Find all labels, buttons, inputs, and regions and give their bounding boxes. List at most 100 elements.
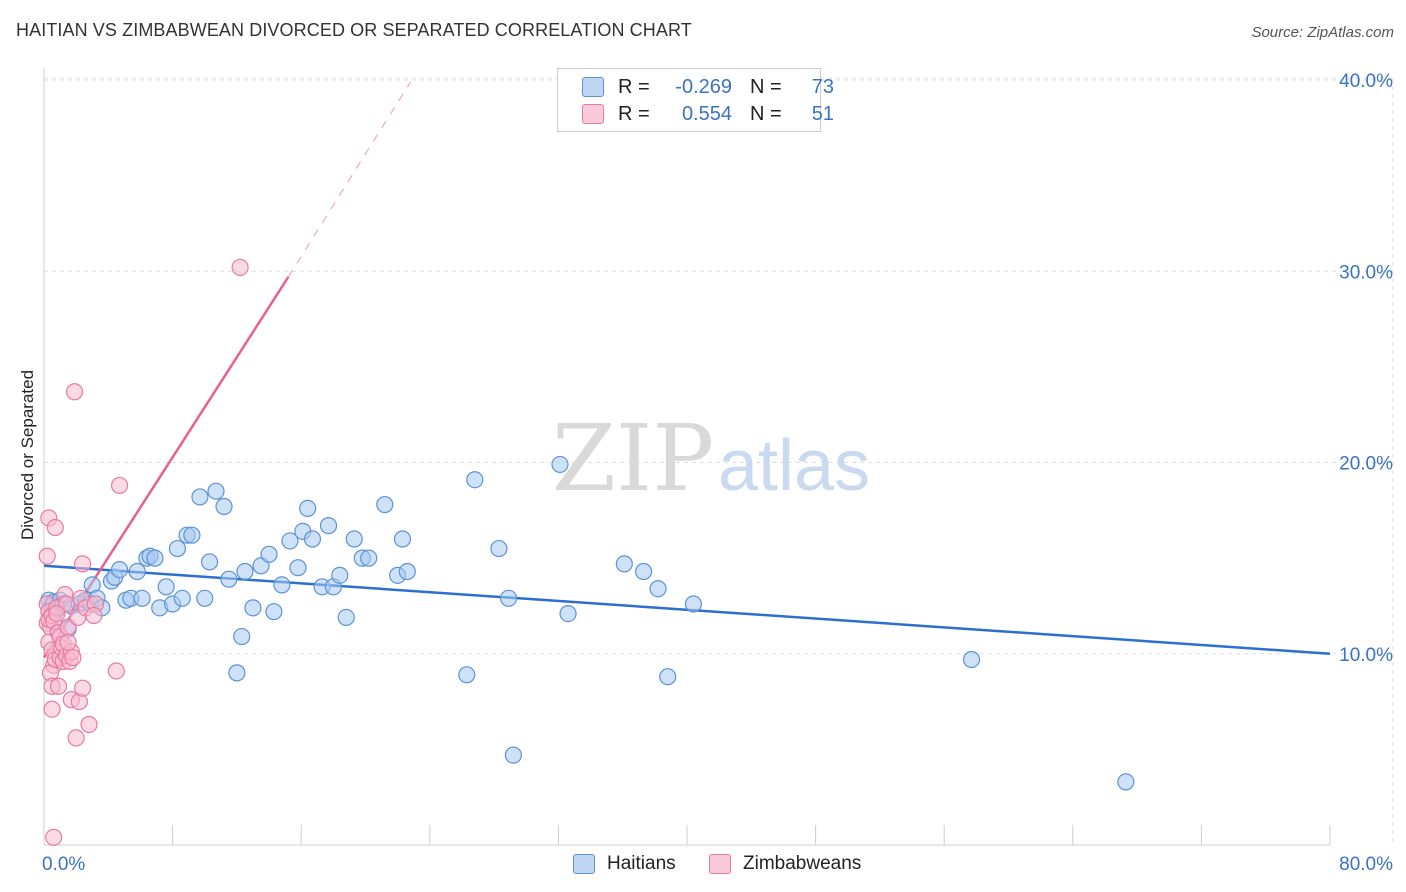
- zimbabwean-point: [85, 606, 103, 625]
- haitian-trend-line: [43, 564, 1331, 655]
- zimbabwean-point: [43, 700, 61, 718]
- y-axis-label: Divorced or Separated: [18, 370, 37, 540]
- haitian-point: [281, 532, 299, 550]
- haitian-point: [146, 549, 164, 567]
- y-tick-label: 40.0%: [1339, 71, 1393, 92]
- haitian-point: [207, 482, 225, 500]
- haitian-point: [345, 530, 363, 548]
- legend-r-label: R =: [618, 75, 650, 98]
- watermark: ZIP atlas: [552, 405, 870, 512]
- points-layer: [38, 258, 1135, 846]
- haitian-point: [962, 650, 981, 669]
- haitian-point: [303, 530, 322, 548]
- haitian-point: [265, 603, 283, 621]
- haitian-point: [200, 553, 219, 571]
- haitian-point: [157, 578, 175, 596]
- x-tick-label-min: 0.0%: [42, 854, 85, 875]
- zimbabwean-point: [38, 547, 56, 565]
- legend-label-haitians: Haitians: [607, 853, 676, 874]
- zimbabwean-point: [45, 828, 63, 846]
- haitian-point: [466, 471, 484, 489]
- haitian-point: [173, 589, 191, 607]
- y-tick-label: 30.0%: [1339, 262, 1393, 283]
- haitian-point: [233, 627, 251, 646]
- zimbabwean-point: [64, 648, 82, 667]
- haitian-point: [1117, 773, 1135, 791]
- y-tick-label: 20.0%: [1339, 454, 1393, 475]
- haitian-point: [684, 595, 703, 613]
- haitian-point: [490, 539, 508, 558]
- haitian-point: [499, 589, 518, 607]
- haitian-point: [559, 604, 577, 623]
- legend-row-haitians: R = -0.269 N = 73: [582, 75, 834, 99]
- haitian-point: [128, 562, 146, 581]
- haitian-point: [634, 562, 653, 581]
- y-tick-label: 10.0%: [1339, 645, 1393, 666]
- haitian-point: [319, 517, 338, 535]
- legend-row-zimbabweans: R = 0.554 N = 51: [582, 102, 834, 126]
- haitian-point: [196, 589, 214, 607]
- haitian-point: [393, 530, 412, 548]
- haitian-point: [228, 664, 246, 682]
- legend-n-label: N =: [750, 75, 782, 98]
- legend-r-value: -0.269: [675, 75, 732, 98]
- haitian-point: [244, 599, 262, 617]
- haitian-point: [458, 666, 476, 684]
- legend-swatch-pink: [582, 104, 604, 124]
- watermark-zip: ZIP: [552, 405, 714, 512]
- haitian-point: [615, 555, 633, 573]
- legend-n-value: 51: [811, 102, 834, 125]
- haitian-point: [273, 576, 291, 594]
- legend-swatch-blue: [582, 77, 604, 97]
- zimbabwean-trend-extension: [287, 81, 412, 278]
- legend-swatch-pink: [709, 854, 731, 874]
- chart-source: Source: ZipAtlas.com: [1251, 24, 1394, 41]
- legend-r-label: R =: [618, 102, 650, 125]
- zimbabwean-point: [107, 662, 125, 680]
- haitian-point: [183, 526, 201, 544]
- haitian-point: [236, 562, 254, 581]
- haitian-point: [331, 566, 349, 584]
- legend-label-zimbabweans: Zimbabweans: [743, 853, 862, 874]
- correlation-legend: R = -0.269 N = 73 R = 0.554 N = 51: [557, 68, 834, 132]
- haitian-point: [260, 545, 278, 563]
- legend-swatch-blue: [573, 854, 595, 874]
- zimbabwean-point: [65, 383, 84, 401]
- haitian-point: [168, 539, 187, 558]
- zimbabwean-point: [80, 715, 98, 734]
- bottom-legend-zimbabweans[interactable]: Zimbabweans: [709, 852, 861, 876]
- zimbabwean-point: [73, 679, 92, 697]
- haitian-point: [504, 746, 522, 764]
- zimbabwean-point: [67, 729, 85, 747]
- zimbabwean-point: [110, 476, 129, 495]
- haitian-point: [398, 562, 416, 581]
- x-tick-label-max: 80.0%: [1339, 854, 1393, 875]
- haitian-point: [337, 608, 355, 627]
- zimbabwean-point: [48, 604, 66, 623]
- zimbabwean-point: [46, 518, 64, 537]
- haitian-point: [110, 560, 129, 579]
- legend-n-value: 73: [811, 75, 834, 98]
- haitian-point: [360, 549, 378, 567]
- watermark-atlas: atlas: [718, 426, 870, 506]
- haitian-point: [659, 668, 677, 686]
- zimbabwean-point: [49, 677, 68, 695]
- haitian-point: [299, 499, 317, 517]
- bottom-legend-haitians[interactable]: Haitians: [573, 852, 676, 876]
- axis-layer: 10.0% 20.0% 30.0% 40.0% 0.0% 80.0%: [42, 68, 1393, 875]
- haitian-point: [551, 455, 569, 474]
- haitian-point: [376, 495, 394, 514]
- legend-n-label: N =: [750, 102, 782, 125]
- haitian-point: [289, 559, 307, 577]
- haitian-point: [191, 488, 209, 506]
- zimbabwean-point: [231, 258, 249, 277]
- legend-r-value: 0.554: [681, 102, 732, 125]
- haitian-point: [649, 580, 667, 598]
- haitian-point: [220, 570, 238, 588]
- haitian-point: [133, 589, 151, 607]
- zimbabwean-point: [73, 555, 92, 573]
- zimbabwean-point: [59, 633, 77, 651]
- haitian-point: [215, 497, 233, 516]
- chart-title: HAITIAN VS ZIMBABWEAN DIVORCED OR SEPARA…: [16, 20, 692, 40]
